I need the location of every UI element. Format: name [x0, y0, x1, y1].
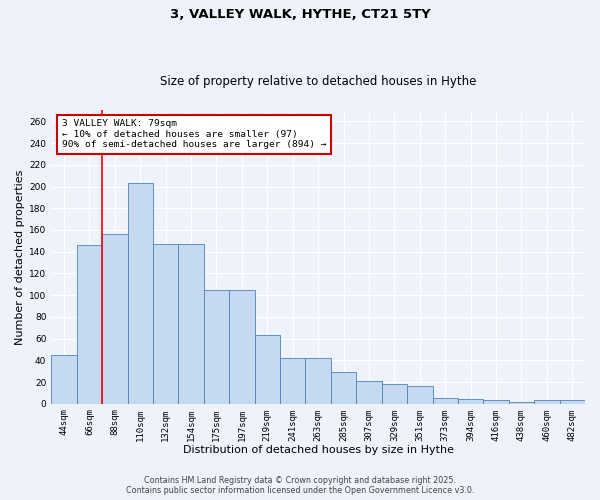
Bar: [280, 358, 305, 404]
Bar: [407, 386, 433, 404]
Bar: [305, 358, 331, 404]
Text: Contains HM Land Registry data © Crown copyright and database right 2025.
Contai: Contains HM Land Registry data © Crown c…: [126, 476, 474, 495]
Text: 3 VALLEY WALK: 79sqm
← 10% of detached houses are smaller (97)
90% of semi-detac: 3 VALLEY WALK: 79sqm ← 10% of detached h…: [62, 120, 326, 149]
Bar: [433, 398, 458, 404]
Bar: [458, 400, 484, 404]
Bar: [128, 184, 153, 404]
Bar: [382, 384, 407, 404]
Text: 3, VALLEY WALK, HYTHE, CT21 5TY: 3, VALLEY WALK, HYTHE, CT21 5TY: [170, 8, 430, 20]
Bar: [204, 290, 229, 404]
Bar: [178, 244, 204, 404]
Bar: [254, 336, 280, 404]
Bar: [560, 400, 585, 404]
Bar: [484, 400, 509, 404]
Title: Size of property relative to detached houses in Hythe: Size of property relative to detached ho…: [160, 76, 476, 88]
Bar: [534, 400, 560, 404]
Bar: [509, 402, 534, 404]
X-axis label: Distribution of detached houses by size in Hythe: Distribution of detached houses by size …: [182, 445, 454, 455]
Bar: [77, 245, 102, 404]
Bar: [356, 381, 382, 404]
Bar: [153, 244, 178, 404]
Bar: [51, 355, 77, 404]
Bar: [102, 234, 128, 404]
Bar: [229, 290, 254, 404]
Y-axis label: Number of detached properties: Number of detached properties: [15, 170, 25, 345]
Bar: [331, 372, 356, 404]
